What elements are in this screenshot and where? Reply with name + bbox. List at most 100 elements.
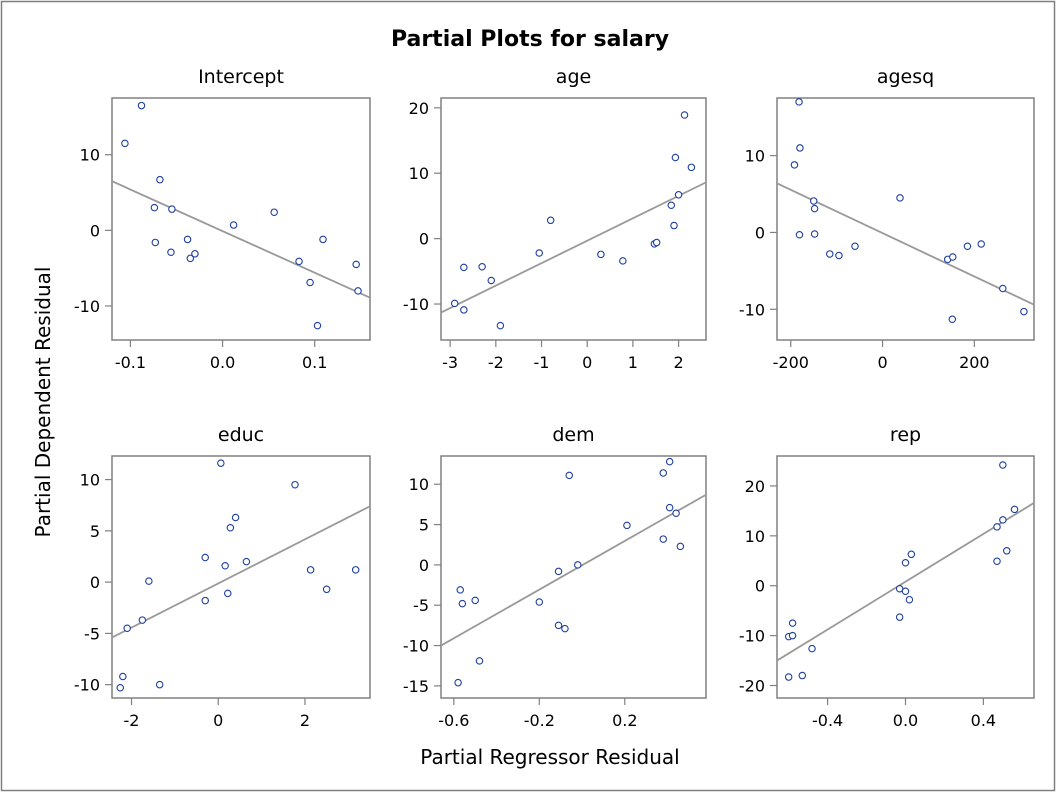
panel-4: educ -2 0 2 -10 -5 0 5 10: [74, 424, 371, 730]
y-tick-label: -20: [739, 677, 765, 696]
data-point: [1020, 307, 1028, 316]
data-point: [116, 683, 124, 692]
data-point: [671, 153, 680, 162]
y-tick-label: 20: [745, 477, 765, 496]
data-point: [460, 263, 468, 272]
x-tick-label: -3: [442, 353, 458, 372]
x-tick-label: -2: [488, 353, 504, 372]
x-tick-label: -0.2: [524, 711, 555, 730]
y-tick-label: -10: [403, 295, 429, 314]
data-point: [354, 287, 362, 295]
regression-line: [776, 502, 1035, 662]
data-point: [306, 566, 315, 574]
data-point: [546, 216, 555, 225]
y-tick-label: 10: [80, 471, 100, 490]
data-point: [901, 559, 910, 567]
regression-line: [440, 493, 707, 647]
x-tick-label: -200: [773, 353, 809, 372]
y-tick-label: 20: [409, 99, 429, 118]
data-point: [155, 680, 164, 689]
data-point: [201, 596, 209, 605]
data-point: [795, 230, 804, 239]
data-point: [796, 144, 804, 152]
data-point: [1002, 547, 1011, 555]
y-tick-label: 5: [419, 516, 429, 535]
regression-line: [440, 181, 707, 314]
data-point: [835, 251, 843, 260]
data-point: [496, 321, 505, 330]
y-tick-label: -10: [739, 627, 765, 646]
x-tick-label: 0.2: [612, 711, 637, 730]
data-point: [456, 586, 464, 594]
data-point: [270, 208, 278, 216]
regression-line: [111, 505, 371, 639]
panel-title: agesq: [877, 66, 934, 88]
data-point: [119, 672, 127, 681]
panel-5: dem -0.6 -0.2 0.2 -15 -10 -5 0 5 10: [403, 424, 707, 730]
data-point: [665, 503, 674, 512]
data-point: [1010, 505, 1019, 514]
y-tick-label: -10: [74, 297, 100, 316]
data-point: [687, 163, 696, 172]
data-point: [652, 238, 661, 247]
x-tick-label: 0: [582, 353, 592, 372]
plot-frame: [440, 97, 707, 341]
data-point: [672, 509, 680, 518]
data-point: [150, 203, 159, 212]
data-point: [201, 553, 209, 562]
data-point: [670, 221, 678, 230]
y-tick-label: 0: [90, 573, 100, 592]
y-tick-label: 0: [755, 577, 765, 596]
data-point: [306, 278, 314, 287]
x-tick-label: -1: [534, 353, 550, 372]
x-tick-label: 0.0: [893, 711, 918, 730]
y-tick-label: 0: [419, 230, 429, 249]
x-tick-label: 2: [673, 353, 683, 372]
data-point: [145, 577, 153, 585]
data-point: [808, 644, 816, 653]
x-tick-label: -0.1: [115, 353, 146, 372]
data-point: [788, 631, 797, 640]
x-tick-label: -2: [124, 711, 140, 730]
data-point: [454, 678, 462, 687]
data-point: [226, 524, 235, 532]
y-tick-label: 10: [745, 147, 765, 166]
data-point: [667, 201, 676, 210]
data-point: [554, 621, 563, 630]
data-point: [319, 235, 327, 244]
data-point: [242, 557, 251, 566]
data-point: [123, 624, 131, 633]
y-axis-title: Partial Dependent Residual: [31, 267, 55, 538]
y-tick-label: -10: [74, 676, 100, 695]
data-point: [565, 471, 573, 480]
x-tick-label: 0.0: [210, 353, 235, 372]
panel-title: age: [556, 66, 591, 88]
data-point: [295, 257, 303, 266]
data-point: [619, 257, 627, 265]
data-point: [895, 613, 904, 621]
data-point: [665, 457, 674, 466]
plot-frame: [440, 455, 707, 699]
data-point: [826, 250, 834, 258]
data-point: [151, 238, 160, 247]
data-point: [168, 205, 176, 213]
y-tick-label: 5: [90, 522, 100, 541]
data-point: [999, 284, 1007, 293]
data-point: [788, 619, 797, 627]
data-point: [561, 624, 569, 633]
data-point: [475, 657, 484, 665]
data-point: [121, 139, 129, 148]
data-point: [313, 321, 322, 330]
data-point: [322, 585, 331, 594]
data-point: [156, 175, 164, 184]
y-tick-label: -5: [84, 624, 100, 643]
data-point: [554, 567, 563, 576]
plot-frame: [776, 97, 1035, 341]
data-point: [623, 521, 631, 530]
data-point: [809, 197, 818, 205]
panel-title: dem: [552, 424, 594, 446]
y-tick-label: 0: [755, 223, 765, 242]
